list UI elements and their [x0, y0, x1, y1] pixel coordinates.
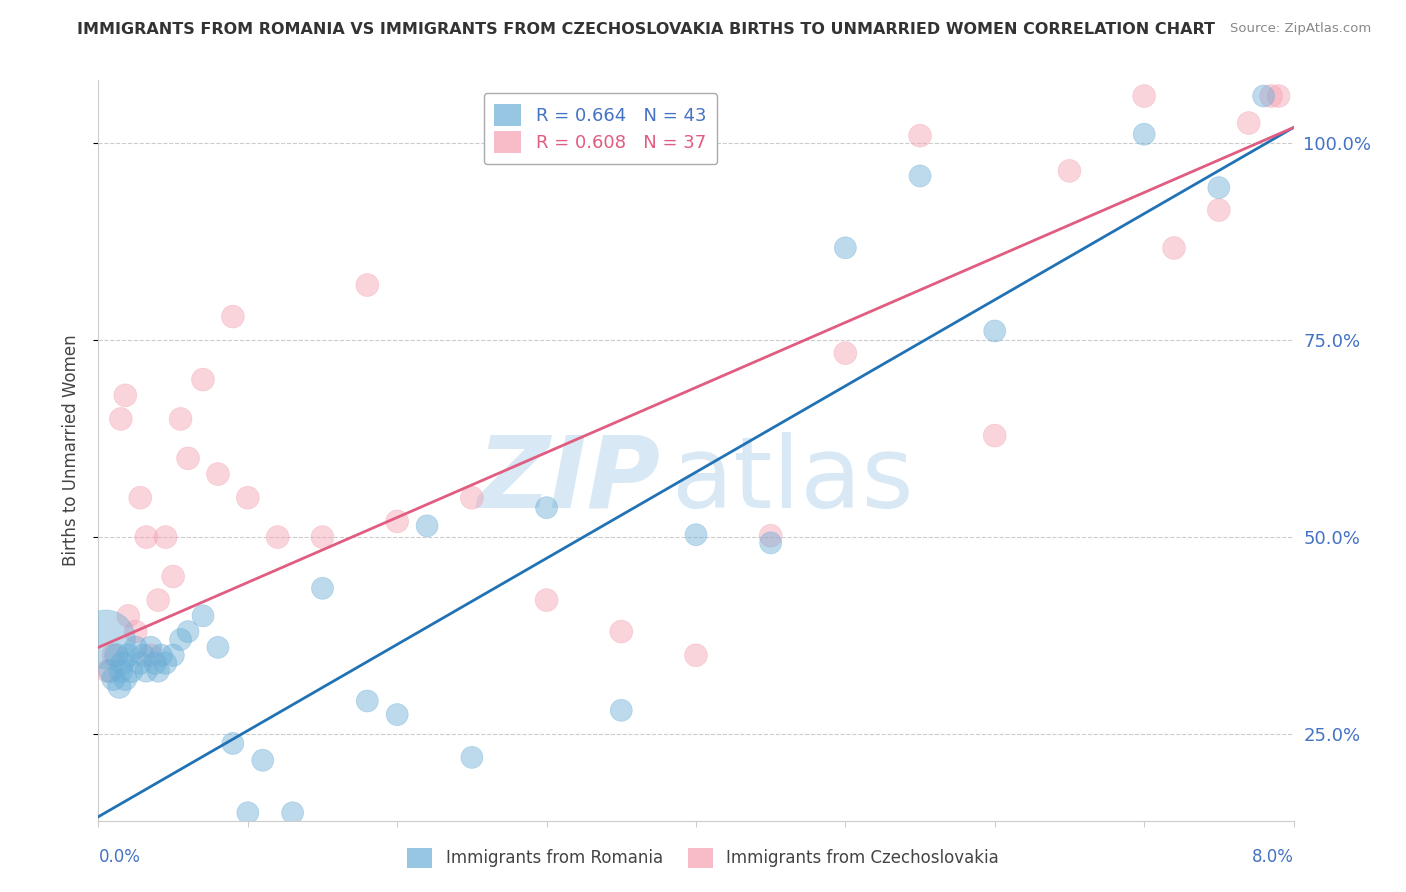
Point: [98, 664, 122, 678]
Point: [908, 169, 931, 183]
Point: [207, 467, 229, 481]
Point: [129, 656, 152, 670]
Point: [111, 656, 134, 670]
Point: [110, 664, 132, 678]
Point: [129, 491, 152, 505]
Text: ZIP: ZIP: [477, 432, 661, 529]
Point: [281, 805, 304, 820]
Point: [385, 514, 409, 528]
Point: [155, 656, 177, 670]
Point: [143, 656, 166, 670]
Text: Source: ZipAtlas.com: Source: ZipAtlas.com: [1230, 22, 1371, 36]
Point: [461, 491, 484, 505]
Point: [356, 278, 378, 293]
Point: [834, 241, 856, 255]
Point: [461, 750, 484, 764]
Point: [759, 536, 782, 550]
Text: atlas: atlas: [672, 432, 914, 529]
Point: [236, 491, 259, 505]
Point: [114, 672, 136, 686]
Point: [252, 753, 274, 767]
Point: [416, 518, 439, 533]
Point: [94, 632, 117, 647]
Point: [162, 569, 184, 583]
Point: [1260, 89, 1282, 103]
Point: [236, 805, 259, 820]
Point: [1253, 89, 1275, 103]
Point: [984, 324, 1007, 338]
Point: [908, 128, 931, 143]
Point: [125, 640, 148, 655]
Point: [759, 529, 782, 543]
Point: [117, 608, 139, 623]
Text: 0.0%: 0.0%: [98, 848, 141, 866]
Point: [150, 648, 173, 663]
Legend: Immigrants from Romania, Immigrants from Czechoslovakia: Immigrants from Romania, Immigrants from…: [401, 841, 1005, 875]
Point: [117, 648, 139, 663]
Point: [1237, 116, 1260, 130]
Point: [169, 412, 191, 426]
Point: [177, 624, 200, 639]
Point: [610, 624, 633, 639]
Point: [1059, 164, 1081, 178]
Point: [155, 530, 177, 544]
Point: [1163, 241, 1185, 255]
Point: [103, 648, 125, 663]
Point: [139, 648, 162, 663]
Point: [984, 428, 1007, 442]
Point: [135, 664, 157, 678]
Text: IMMIGRANTS FROM ROMANIA VS IMMIGRANTS FROM CZECHOSLOVAKIA BIRTHS TO UNMARRIED WO: IMMIGRANTS FROM ROMANIA VS IMMIGRANTS FR…: [77, 22, 1215, 37]
Point: [169, 632, 191, 647]
Point: [1208, 202, 1230, 217]
Point: [311, 582, 333, 596]
Point: [125, 624, 148, 639]
Point: [108, 680, 131, 694]
Point: [536, 500, 558, 515]
Point: [96, 664, 118, 678]
Point: [222, 736, 245, 750]
Point: [162, 648, 184, 663]
Point: [685, 527, 707, 541]
Point: [132, 648, 155, 663]
Point: [139, 640, 162, 655]
Point: [177, 451, 200, 466]
Point: [1208, 180, 1230, 194]
Point: [685, 648, 707, 663]
Point: [1133, 89, 1156, 103]
Point: [120, 664, 142, 678]
Point: [114, 388, 136, 402]
Point: [385, 707, 409, 722]
Point: [191, 608, 214, 623]
Point: [110, 412, 132, 426]
Text: 8.0%: 8.0%: [1251, 848, 1294, 866]
Point: [207, 640, 229, 655]
Point: [1267, 89, 1289, 103]
Point: [311, 530, 333, 544]
Point: [1133, 127, 1156, 141]
Point: [356, 694, 378, 708]
Point: [834, 346, 856, 360]
Point: [267, 530, 290, 544]
Point: [222, 310, 245, 324]
Legend: R = 0.664   N = 43, R = 0.608   N = 37: R = 0.664 N = 43, R = 0.608 N = 37: [484, 93, 717, 164]
Point: [610, 703, 633, 717]
Y-axis label: Births to Unmarried Women: Births to Unmarried Women: [62, 334, 80, 566]
Point: [191, 373, 214, 387]
Point: [105, 648, 128, 663]
Point: [135, 530, 157, 544]
Point: [536, 593, 558, 607]
Point: [148, 593, 170, 607]
Point: [103, 672, 125, 686]
Point: [148, 664, 170, 678]
